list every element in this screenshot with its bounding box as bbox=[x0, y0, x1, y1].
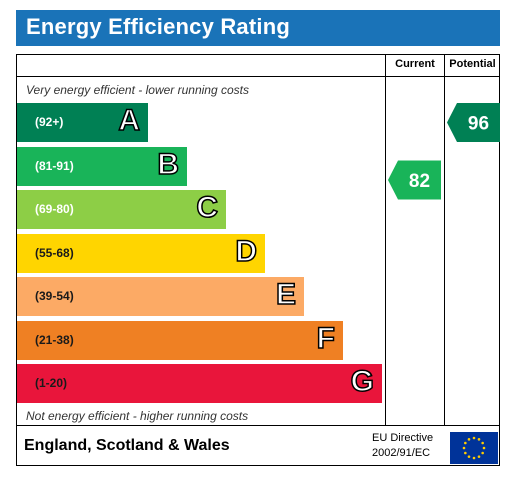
current-column-divider bbox=[385, 54, 386, 426]
band-letter-g: G bbox=[350, 364, 375, 399]
band-letter-e: E bbox=[275, 277, 297, 312]
efficient-note: Very energy efficient - lower running co… bbox=[26, 83, 249, 97]
directive-line-2: 2002/91/EC bbox=[372, 447, 431, 459]
eu-directive: EU Directive 2002/91/EC bbox=[372, 431, 433, 461]
band-letter-f: F bbox=[316, 321, 336, 356]
band-e: (39-54) E bbox=[17, 277, 304, 316]
header-divider bbox=[16, 76, 500, 77]
title-bar: Energy Efficiency Rating bbox=[16, 10, 500, 46]
potential-column-divider bbox=[444, 54, 445, 426]
band-f: (21-38) F bbox=[17, 320, 343, 360]
band-letter-d: D bbox=[235, 234, 258, 269]
band-g: (1-20) G bbox=[17, 364, 382, 403]
band-d: (55-68) D bbox=[17, 233, 265, 273]
band-c: (69-80) C bbox=[17, 190, 226, 229]
page-title: Energy Efficiency Rating bbox=[26, 14, 290, 39]
band-a: (92+) A bbox=[17, 103, 148, 142]
band-letter-a: A bbox=[118, 103, 141, 138]
inefficient-note: Not energy efficient - higher running co… bbox=[26, 409, 249, 423]
band-range-d: (55-68) bbox=[35, 245, 74, 260]
potential-column-header: Potential bbox=[449, 58, 496, 70]
band-letter-c: C bbox=[196, 190, 219, 225]
band-range-b: (81-91) bbox=[35, 158, 74, 173]
footer-divider bbox=[16, 425, 500, 426]
band-b: (81-91) B bbox=[17, 146, 187, 186]
current-column-header: Current bbox=[395, 58, 435, 70]
eu-flag-icon bbox=[450, 432, 498, 464]
band-range-a: (92+) bbox=[35, 115, 64, 129]
region-label: England, Scotland & Wales bbox=[24, 437, 230, 454]
band-range-g: (1-20) bbox=[35, 376, 68, 390]
band-range-c: (69-80) bbox=[35, 202, 74, 216]
band-range-f: (21-38) bbox=[35, 332, 74, 347]
band-letter-b: B bbox=[157, 147, 180, 182]
band-range-e: (39-54) bbox=[35, 289, 74, 303]
rating-frame bbox=[16, 54, 500, 466]
directive-line-1: EU Directive bbox=[372, 432, 434, 444]
